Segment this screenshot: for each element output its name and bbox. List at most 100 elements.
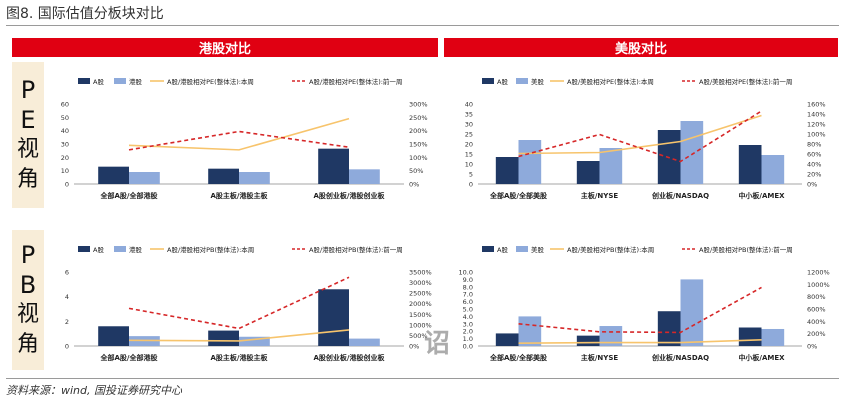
y2-tick-label: 0% [409,343,419,351]
legend-swatch [516,78,528,84]
y-tick-label: 9.0 [463,276,473,284]
legend-label: A股 [93,78,104,86]
y-tick-label: 2 [65,318,69,326]
y2-tick-label: 1000% [807,281,830,289]
y-tick-label: 25 [465,131,473,139]
legend-swatch [482,246,494,252]
y-tick-label: 60 [61,101,69,109]
side-char: B [19,271,37,299]
line-this-week [128,117,350,151]
bar-A股 [738,145,762,184]
x-tick-label: 中小板/AMEX [738,191,785,200]
bar-A股 [576,335,600,346]
side-char: P [20,76,36,104]
legend-label: A股 [497,78,508,86]
y2-tick-label: 200% [409,127,428,135]
y2-tick-label: 0% [807,181,817,189]
y2-tick-label: 200% [807,330,826,338]
legend-swatch [516,246,528,252]
y-tick-label: 5.0 [463,306,473,314]
bar-港股 [349,338,380,346]
line-prev-week [518,286,762,334]
y-tick-label: 0 [469,181,473,189]
side-char: P [20,241,36,269]
y2-tick-label: 500% [409,332,428,340]
bar-港股 [349,169,380,184]
line-this-week [518,114,762,155]
bar-A股 [495,157,519,184]
x-tick-label: 主板/NYSE [581,191,619,200]
bar-港股 [239,172,270,184]
legend-label: A股/美股相对PB(整体法):前一周 [699,245,793,254]
legend-label: 美股 [531,77,545,86]
line-this-week [518,339,762,345]
side-char: E [20,106,36,134]
y-tick-label: 8.0 [463,283,473,291]
y-tick-label: 40 [465,101,473,109]
side-char: 视 [16,302,39,327]
y-tick-label: 40 [61,127,69,135]
legend-label: A股/美股相对PE(整体法):本周 [567,77,654,86]
legend-label: A股/港股相对PE(整体法):本周 [167,77,254,86]
hk-pb-chart: A股 港股 A股/港股相对PB(整体法):本周 A股/港股相对PB(整体法):前一周 0… [65,245,432,362]
source-note: 资料来源：wind, 国投证券研究中心 [6,384,182,397]
y2-tick-label: 300% [409,101,428,109]
y-tick-label: 2.0 [463,328,473,336]
title-divider [6,25,839,26]
legend-swatch [482,78,494,84]
legend-label: 港股 [129,77,143,86]
x-tick-label: A股创业板/港股创业板 [314,191,386,200]
x-tick-label: 创业板/NASDAQ [651,191,709,200]
y-tick-label: 4 [65,293,69,301]
y-tick-label: 20 [465,141,473,149]
y-tick-label: 5 [469,171,473,179]
y-tick-label: 0.0 [463,343,473,351]
y2-tick-label: 3000% [409,279,432,287]
line-prev-week [128,130,350,151]
legend-swatch [78,246,90,252]
legend-swatch [114,246,126,252]
y-tick-label: 3.0 [463,320,473,328]
bar-港股 [129,172,160,184]
y-tick-label: 0 [65,343,69,351]
line-prev-week [128,276,350,330]
y-tick-label: 0 [65,181,69,189]
side-char: 角 [16,167,39,192]
bar-港股 [239,336,270,346]
legend-label: 港股 [129,245,143,254]
legend-label: A股/美股相对PE(整体法):前一周 [699,77,792,86]
y-tick-label: 15 [465,151,473,159]
us-pe-chart: A股 美股 A股/美股相对PE(整体法):本周 A股/美股相对PE(整体法):前一周 0… [465,77,826,200]
legend-label: 美股 [531,245,545,254]
bar-A股 [495,333,519,346]
bar-美股 [680,279,704,346]
hk-banner: 港股对比 [12,38,438,57]
x-tick-label: A股主板/港股主板 [211,191,269,200]
y-tick-label: 4.0 [463,313,473,321]
figure-title: 图8. 国际估值分板块对比 [6,6,164,22]
legend-label: A股/港股相对PE(整体法):前一周 [309,77,402,86]
legend-label: A股 [497,246,508,254]
hk-pe-chart: A股 港股 A股/港股相对PE(整体法):本周 A股/港股相对PE(整体法):前一周 0… [61,77,428,200]
bar-A股 [318,289,349,346]
watermark: 诏 [424,329,451,359]
y2-tick-label: 140% [807,111,826,119]
bar-A股 [208,168,239,184]
y-tick-label: 10 [465,161,473,169]
x-tick-label: 主板/NYSE [581,353,619,362]
legend-swatch [78,78,90,84]
y-tick-label: 6 [65,269,69,277]
y2-tick-label: 100% [409,154,428,162]
x-tick-label: A股创业板/港股创业板 [314,353,386,362]
y2-tick-label: 800% [807,293,826,301]
x-tick-label: 创业板/NASDAQ [651,353,709,362]
us-banner: 美股对比 [444,38,838,57]
side-char: 视 [16,137,39,162]
bar-美股 [599,148,623,184]
x-tick-label: 全部A股/全部美股 [489,191,548,200]
y2-tick-label: 160% [807,101,826,109]
side-char: 角 [16,332,39,357]
y2-tick-label: 3500% [409,269,432,277]
bar-A股 [98,166,129,184]
y-tick-label: 50 [61,114,69,122]
